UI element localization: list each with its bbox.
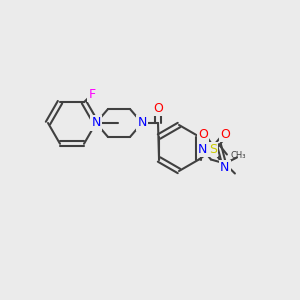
Text: CH₃: CH₃ [231,151,246,160]
Text: N: N [220,161,230,174]
Text: O: O [220,128,230,141]
Text: F: F [88,88,96,101]
Text: N: N [91,116,101,130]
Text: S: S [209,143,217,156]
Text: O: O [198,128,208,141]
Text: O: O [153,101,163,115]
Text: N: N [137,116,147,130]
Text: N: N [198,143,208,156]
